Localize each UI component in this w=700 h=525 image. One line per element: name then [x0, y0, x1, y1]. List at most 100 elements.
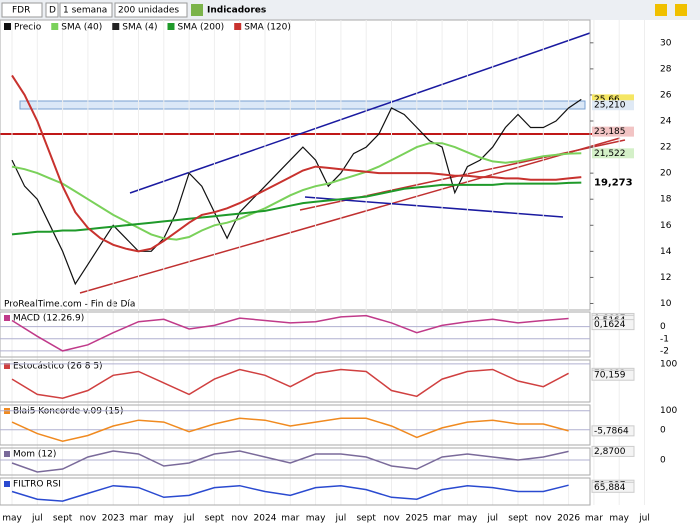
x-tick-label: jul: [183, 514, 195, 524]
y-tick-label: 0: [660, 322, 666, 332]
zone: [19, 100, 586, 110]
price-label-box: [592, 177, 634, 188]
d-button[interactable]: D: [49, 6, 56, 16]
value-label: 2,8700: [594, 447, 626, 457]
panel-icon: [4, 481, 10, 487]
x-tick-label: jul: [486, 514, 498, 524]
panel-title: MACD (12.26.9): [13, 314, 84, 324]
trend-line: [304, 196, 564, 218]
panel-icon: [4, 315, 10, 321]
indicator-line: [11, 368, 569, 399]
panel-icon: [4, 363, 10, 369]
indicator-panel: [0, 311, 591, 358]
indicator-panel: [0, 477, 591, 506]
price-panel: [0, 19, 591, 311]
legend-label: SMA (200): [178, 23, 225, 33]
x-tick-label: may: [154, 514, 174, 524]
legend-swatch: [112, 23, 120, 30]
period[interactable]: 1 semana: [63, 6, 107, 16]
x-tick-label: sept: [356, 514, 376, 524]
x-tick-label: 2025: [405, 514, 428, 524]
price-line: [11, 98, 582, 286]
y-tick-label: 24: [660, 117, 672, 127]
symbol-box[interactable]: [1, 2, 43, 18]
value-label: 70,159: [594, 371, 626, 381]
panel-title: FILTRO RSI: [13, 480, 61, 490]
x-tick-label: may: [458, 514, 478, 524]
y-tick-label: 100: [660, 406, 677, 416]
value-label-box: [591, 481, 635, 493]
alert-icon[interactable]: [675, 4, 687, 16]
price-label-box: [592, 94, 634, 105]
y-tick-label: 10: [660, 299, 672, 309]
value-label-box: [591, 369, 635, 381]
indicator-line: [11, 314, 569, 352]
panel-title: Estocástico (26 8 5): [13, 362, 103, 372]
x-tick-label: may: [609, 514, 629, 524]
indicator-line: [11, 417, 569, 442]
y-tick-label: -2: [660, 346, 669, 356]
indicator-panel: [0, 359, 591, 403]
y-tick-label: 0: [660, 425, 666, 435]
value-label: 0,1624: [594, 320, 626, 330]
units[interactable]: 200 unidades: [118, 6, 179, 16]
x-tick-label: nov: [535, 514, 552, 524]
period-box[interactable]: [59, 2, 113, 18]
y-tick-label: 28: [660, 64, 672, 74]
y-tick-label: 14: [660, 247, 672, 257]
source: ProRealTime.com - Fin de Día: [4, 300, 135, 310]
indicator-panel: [0, 404, 591, 446]
legend-swatch: [167, 23, 175, 30]
sma-line: [11, 74, 582, 253]
price-label-box: [592, 126, 634, 137]
price-label-box: [592, 100, 634, 111]
y-tick-label: 16: [660, 221, 672, 231]
value-label: 65,884: [594, 483, 626, 493]
x-tick-label: may: [306, 514, 326, 524]
value-label-box: [591, 425, 635, 437]
y-tick-label: 22: [660, 143, 671, 153]
price-label: 21,522: [594, 149, 626, 159]
value-label-box: [591, 445, 635, 457]
alert-icon[interactable]: [655, 4, 667, 16]
price-label: 25,210: [594, 101, 626, 111]
x-tick-label: mar: [281, 514, 299, 524]
sma-line: [11, 142, 582, 241]
x-tick-label: mar: [433, 514, 451, 524]
trend-line: [129, 32, 591, 194]
indicator-line: [11, 450, 569, 473]
y-tick-label: 12: [660, 273, 671, 283]
y-tick-label: 0: [660, 456, 666, 466]
x-tick-label: jul: [638, 514, 650, 524]
legend-label: Precio: [14, 23, 42, 33]
panel-icon: [4, 451, 10, 457]
indicator-line: [11, 484, 569, 502]
price-label: 25,66: [594, 95, 620, 105]
y-tick-label: 100: [660, 359, 677, 369]
panel-title: Mom (12): [13, 450, 56, 460]
symbol[interactable]: FDR: [12, 6, 30, 16]
units-box[interactable]: [114, 2, 188, 18]
legend-swatch: [51, 23, 59, 30]
x-tick-label: nov: [383, 514, 400, 524]
indicators-icon[interactable]: [191, 4, 203, 16]
legend-label: SMA (120): [244, 23, 291, 33]
indicators[interactable]: Indicadores: [207, 6, 266, 16]
x-tick-label: sept: [53, 514, 73, 524]
value-label-box: [591, 319, 635, 331]
d-box[interactable]: [45, 2, 59, 18]
trend-lines: [0, 32, 626, 294]
x-tick-label: 2023: [102, 514, 125, 524]
x-tick-label: nov: [231, 514, 248, 524]
x-tick-label: 2026: [557, 514, 580, 524]
legend-swatch: [4, 23, 11, 30]
trend-line: [79, 137, 621, 294]
y-tick-label: 18: [660, 195, 672, 205]
x-tick-label: may: [2, 514, 22, 524]
price-label: 23,185: [594, 127, 626, 137]
x-tick-label: 2024: [254, 514, 277, 524]
x-tick-label: jul: [335, 514, 347, 524]
y-tick-label: 30: [660, 38, 672, 48]
x-tick-label: sept: [508, 514, 528, 524]
x-tick-label: mar: [585, 514, 603, 524]
